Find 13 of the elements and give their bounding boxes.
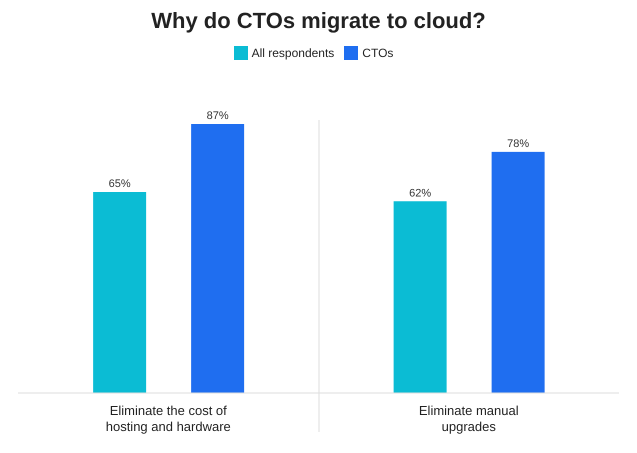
data-label: 65%: [108, 178, 131, 190]
bar: [93, 192, 146, 393]
data-label: 62%: [409, 187, 432, 200]
legend-label: CTOs: [362, 46, 394, 60]
bar: [191, 124, 244, 393]
bar: [492, 152, 545, 393]
data-label: 87%: [206, 110, 229, 122]
data-label: 78%: [507, 138, 530, 150]
chart-title: Why do CTOs migrate to cloud?: [150, 8, 487, 34]
x-tick-label: Eliminate manual upgrades: [418, 403, 519, 434]
x-tick-label: Eliminate the cost of hosting and hardware: [106, 403, 231, 434]
bar: [394, 201, 447, 393]
legend-label: All respondents: [252, 46, 334, 60]
